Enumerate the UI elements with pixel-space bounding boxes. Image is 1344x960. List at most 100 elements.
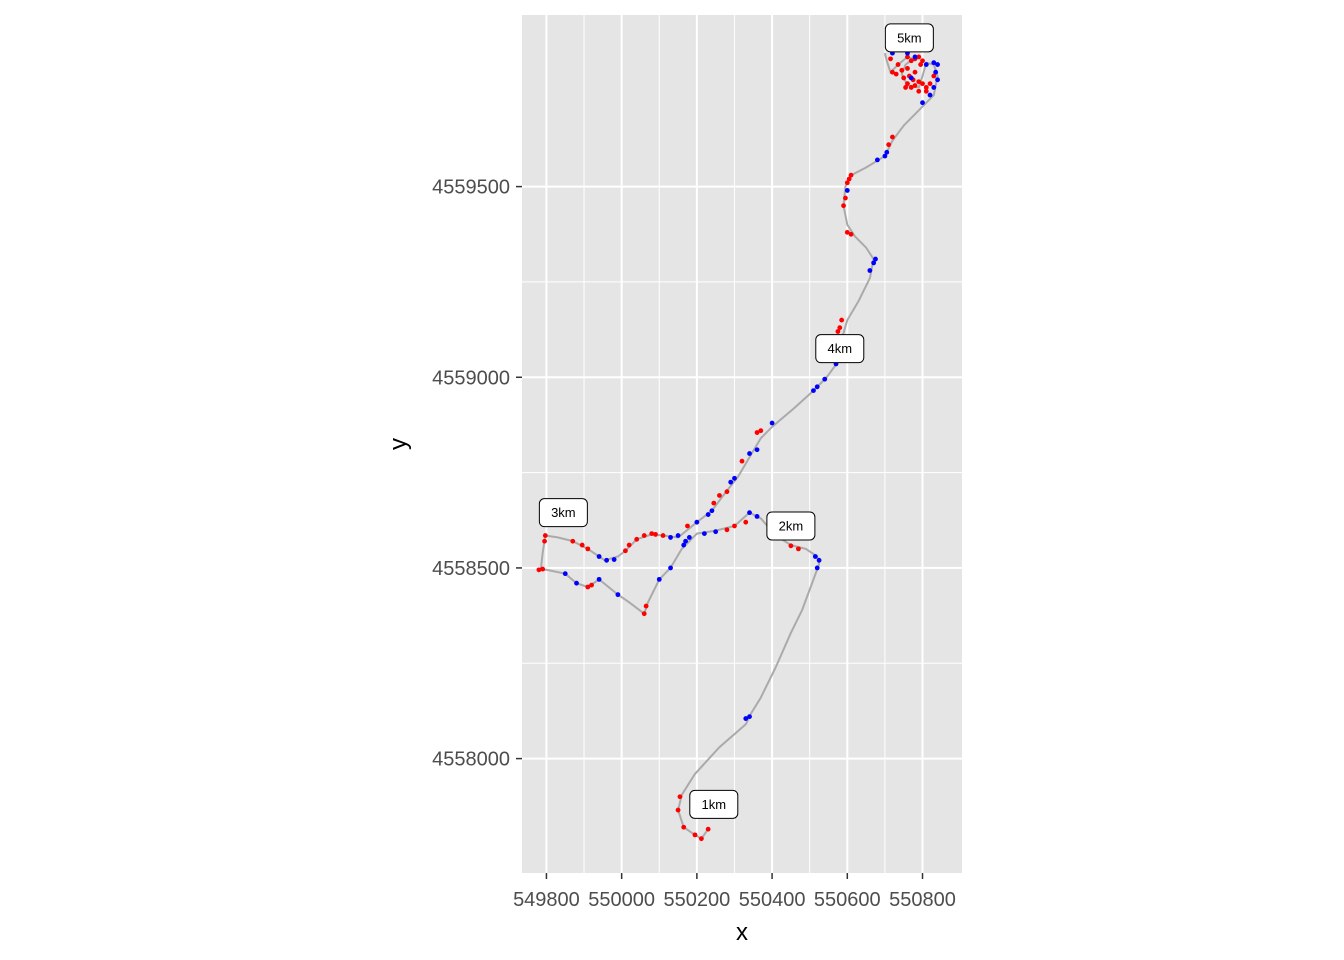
data-point-blue bbox=[816, 557, 822, 563]
data-point-red bbox=[643, 603, 649, 609]
data-point-red bbox=[675, 807, 681, 813]
distance-label-box bbox=[689, 789, 739, 819]
data-point-red bbox=[641, 611, 647, 617]
data-point-blue bbox=[747, 714, 752, 720]
data-point-red bbox=[626, 542, 632, 548]
data-point-red bbox=[927, 81, 933, 87]
data-point-red bbox=[623, 548, 628, 554]
data-point-red bbox=[677, 794, 683, 800]
data-point-red bbox=[724, 527, 730, 533]
data-point-red bbox=[841, 203, 846, 209]
data-point-red bbox=[743, 519, 749, 525]
data-point-blue bbox=[931, 60, 937, 66]
data-point-blue bbox=[882, 153, 888, 159]
data-point-red bbox=[542, 533, 548, 538]
data-point-red bbox=[837, 325, 843, 331]
x-tick-label: 550200 bbox=[663, 889, 730, 911]
data-point-red bbox=[681, 824, 687, 830]
data-point-red bbox=[758, 428, 764, 434]
distance-label-text: 5km bbox=[897, 30, 922, 45]
data-point-blue bbox=[814, 565, 820, 571]
data-point-red bbox=[634, 536, 640, 542]
data-point-red bbox=[920, 58, 925, 64]
data-point-blue bbox=[701, 531, 707, 537]
data-point-red bbox=[839, 317, 845, 323]
data-point-red bbox=[796, 546, 801, 552]
grid-lines bbox=[522, 15, 962, 873]
data-point-blue bbox=[747, 451, 752, 456]
data-point-blue bbox=[681, 542, 687, 548]
distance-label-box bbox=[538, 498, 588, 528]
data-point-blue bbox=[574, 580, 579, 586]
data-point-red bbox=[844, 229, 850, 235]
data-point-blue bbox=[867, 268, 873, 273]
distance-label: 3km bbox=[538, 498, 588, 528]
data-point-blue bbox=[927, 92, 933, 98]
data-point-red bbox=[916, 79, 922, 85]
data-point-blue bbox=[884, 149, 890, 155]
data-point-red bbox=[754, 430, 760, 435]
y-tick-label: 4559000 bbox=[432, 367, 510, 389]
data-point-red bbox=[542, 538, 547, 544]
distance-label-box bbox=[766, 511, 816, 541]
plot-panel bbox=[522, 15, 962, 873]
data-point-blue bbox=[920, 100, 925, 106]
data-point-blue bbox=[747, 510, 752, 516]
data-point-blue bbox=[754, 514, 760, 519]
data-point-red bbox=[923, 88, 929, 94]
data-point-blue bbox=[709, 508, 715, 514]
data-point-red bbox=[899, 67, 905, 73]
distance-labels: 1km 2km 3km 4km 5km bbox=[538, 23, 934, 819]
data-point-red bbox=[698, 836, 704, 842]
distance-label: 1km bbox=[689, 789, 739, 819]
data-point-red bbox=[908, 58, 914, 64]
data-point-red bbox=[920, 81, 925, 87]
data-point-blue bbox=[908, 75, 914, 81]
data-point-blue bbox=[871, 260, 877, 266]
data-point-red bbox=[901, 75, 907, 81]
data-point-red bbox=[536, 567, 542, 573]
data-point-red bbox=[724, 489, 730, 495]
data-point-blue bbox=[732, 475, 737, 481]
data-point-red bbox=[905, 81, 910, 87]
data-point-red bbox=[912, 69, 918, 75]
data-point-red bbox=[692, 832, 698, 838]
data-point-red bbox=[893, 71, 899, 77]
x-axis-title: x bbox=[736, 919, 748, 946]
data-point-red bbox=[890, 69, 895, 75]
y-axis: 4558000 4558500 4559000 4559500 bbox=[432, 177, 522, 771]
distance-label-text: 2km bbox=[779, 518, 804, 533]
data-point-red bbox=[843, 195, 848, 201]
data-points bbox=[536, 50, 940, 842]
data-point-red bbox=[585, 546, 591, 552]
data-point-red bbox=[540, 566, 546, 572]
x-tick-label: 550400 bbox=[739, 889, 806, 911]
data-point-blue bbox=[743, 716, 749, 721]
data-point-red bbox=[570, 538, 576, 544]
data-point-red bbox=[888, 56, 893, 62]
data-point-blue bbox=[769, 420, 775, 426]
x-tick-label: 549800 bbox=[513, 889, 580, 911]
distance-label-text: 1km bbox=[702, 797, 727, 812]
data-point-blue bbox=[935, 77, 940, 83]
data-point-red bbox=[739, 458, 745, 464]
data-point-red bbox=[908, 85, 914, 90]
data-point-blue bbox=[844, 188, 850, 193]
distance-label-box bbox=[884, 23, 934, 53]
data-point-red bbox=[585, 584, 591, 590]
data-point-red bbox=[848, 172, 854, 178]
data-point-blue bbox=[611, 557, 617, 562]
y-axis-title: y bbox=[385, 438, 412, 450]
x-axis: 549800 550000 550200 550400 550600 550800 bbox=[513, 873, 956, 911]
data-point-red bbox=[848, 231, 854, 237]
data-point-red bbox=[912, 83, 918, 88]
x-tick-label: 550000 bbox=[588, 889, 655, 911]
data-point-blue bbox=[694, 519, 700, 525]
data-point-blue bbox=[728, 479, 734, 485]
data-point-red bbox=[905, 54, 910, 60]
data-point-red bbox=[685, 523, 690, 529]
data-point-red bbox=[931, 73, 937, 79]
data-point-red bbox=[846, 176, 852, 182]
data-point-red bbox=[788, 543, 794, 549]
data-point-red bbox=[641, 533, 647, 538]
